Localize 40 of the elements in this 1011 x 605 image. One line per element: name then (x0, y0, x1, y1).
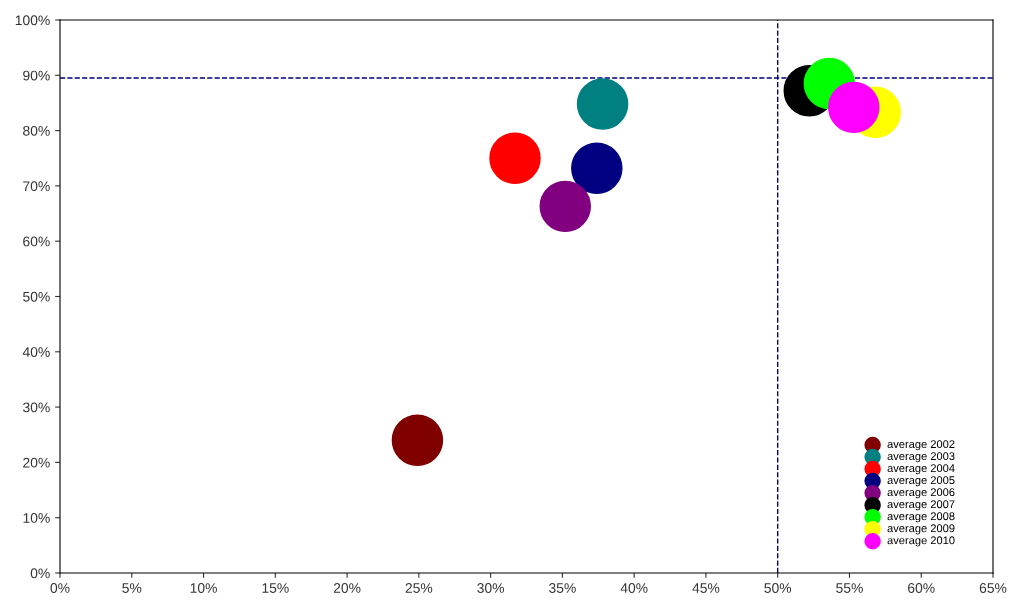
x-tick-label: 10% (190, 583, 217, 593)
x-tick-label: 15% (262, 583, 289, 593)
legend-label: average 2004 (887, 464, 955, 475)
legend-label: average 2007 (887, 500, 955, 511)
legend-label: average 2008 (887, 512, 955, 523)
x-tick-label: 25% (405, 583, 433, 593)
y-tick-label: 60% (23, 236, 50, 247)
x-tick-label: 40% (620, 583, 648, 593)
legend-label: average 2005 (887, 476, 955, 487)
x-tick-label: 0% (50, 583, 70, 593)
point (571, 142, 623, 194)
legend-label: average 2003 (887, 452, 955, 463)
point (489, 132, 541, 184)
x-tick-label: 50% (764, 583, 792, 593)
x-tick-label: 65% (979, 583, 1007, 593)
y-tick-label: 70% (23, 181, 50, 192)
legend-label: average 2006 (887, 488, 955, 499)
y-tick-label: 20% (23, 457, 50, 468)
legend-label: average 2009 (887, 524, 955, 535)
point (576, 78, 629, 130)
y-tick-label: 100% (15, 15, 50, 26)
point (391, 414, 444, 467)
y-tick-label: 10% (23, 513, 50, 523)
point (828, 81, 880, 134)
point (539, 180, 591, 233)
y-tick-label: 40% (22, 347, 50, 357)
x-tick-label: 60% (908, 583, 935, 593)
legend-label: average 2002 (887, 440, 955, 451)
legend-label: average 2010 (887, 536, 955, 547)
x-tick-label: 35% (549, 583, 576, 593)
x-tick-label: 55% (836, 583, 863, 593)
y-tick-label: 80% (23, 125, 50, 136)
x-tick-label: 30% (477, 583, 505, 593)
y-tick-label: 0% (30, 568, 50, 579)
y-tick-label: 30% (23, 402, 50, 413)
y-tick-label: 50% (23, 291, 50, 302)
y-tick-label: 90% (23, 70, 50, 81)
x-tick-label: 45% (692, 583, 720, 593)
x-tick-label: 5% (122, 583, 142, 593)
x-tick-label: 20% (333, 583, 361, 593)
